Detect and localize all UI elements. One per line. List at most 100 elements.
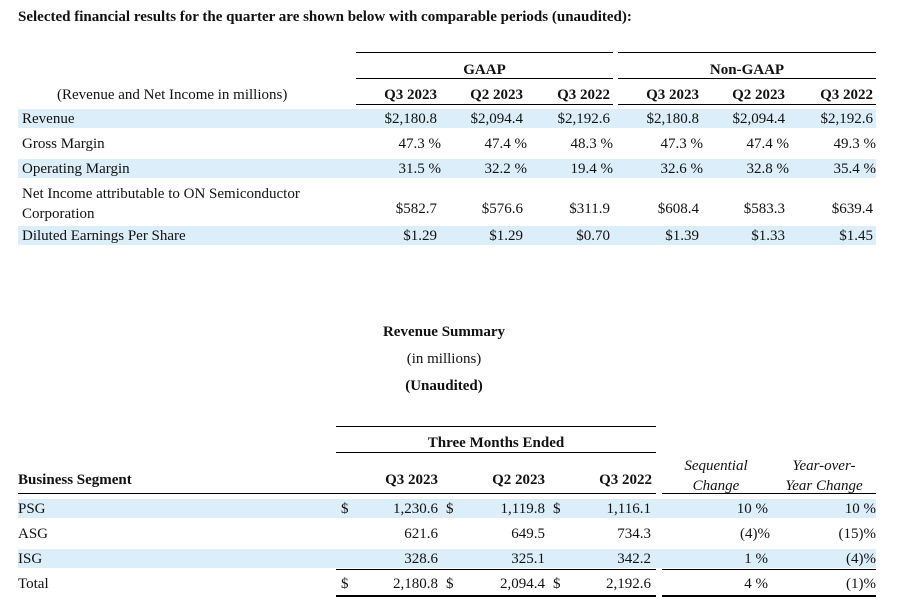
sequential-header: Sequential [684,458,748,474]
row-label-eps: Diluted Earnings Per Share [22,228,186,244]
table-cell: 32.2 % [484,161,528,177]
table-cell: 49.3 % [833,136,877,152]
currency-symbol: $ [446,576,454,592]
table-cell: 32.8 % [746,161,790,177]
row-label-operating-margin: Operating Margin [22,161,130,177]
table-cell: $576.6 [481,201,523,217]
gaap-mid-rule [356,78,613,79]
table-cell: $583.3 [743,201,785,217]
yoy-cell: (4)% [846,551,876,567]
group-header-nongaap: Non-GAAP [709,62,785,78]
table-cell: $1.45 [839,228,873,244]
gaap-top-rule [356,52,613,53]
table-cell: 48.3 % [570,136,614,152]
period-top-rule [336,426,656,427]
table-cell: $639.4 [831,201,873,217]
table-cell: 1,116.1 [606,501,651,517]
total-rule [336,569,656,570]
total-change-double-rule [662,595,876,597]
row-band-psg [18,499,876,518]
col-header: Q3 2022 [557,87,610,103]
period-header-rule [336,493,656,494]
table-cell: 47.3 % [660,136,704,152]
table-cell: $2,094.4 [470,111,524,127]
sequential-cell: 10 % [736,501,768,517]
table-cell: 35.4 % [833,161,877,177]
nongaap-top-rule [618,52,876,53]
table-cell: 621.6 [404,526,438,542]
table-cell: 649.5 [511,526,545,542]
group-header-gaap: GAAP [463,62,506,78]
total-double-rule [336,595,656,597]
sequential-cell: (4)% [740,526,770,542]
table-cell: $1.29 [489,228,523,244]
row-band-operating-margin [18,159,876,178]
row-label-net-income-cont: Corporation [22,206,95,222]
table-cell: $2,094.4 [732,111,786,127]
table-cell: $608.4 [657,201,699,217]
yoy-cell: (1)% [846,576,876,592]
sequential-cell: 4 % [744,576,768,592]
change-header-rule [662,493,876,494]
yoy-cell: 10 % [844,501,876,517]
revenue-summary-title: Revenue Summary [382,324,506,340]
table-cell: 342.2 [617,551,651,567]
yoy-header-cont: Year Change [785,478,863,494]
table-cell: 47.4 % [484,136,528,152]
table-cell: $1.39 [665,228,699,244]
col-header: Q3 2023 [384,87,437,103]
col-header: Q2 2023 [732,87,785,103]
table-cell: 1,230.6 [393,501,438,517]
table-cell: $2,180.8 [646,111,700,127]
segment-header: Business Segment [18,472,132,488]
currency-symbol: $ [446,501,454,517]
row-label-isg: ISG [18,551,43,567]
nongaap-mid-rule [618,78,876,79]
revenue-summary-note: (Unaudited) [405,378,483,394]
currency-symbol: $ [553,501,561,517]
units-label: (Revenue and Net Income in millions) [57,87,288,103]
col-header: Q2 2023 [470,87,523,103]
table-cell: $582.7 [395,201,437,217]
col-header: Q3 2023 [646,87,699,103]
segment-header-rule [18,493,336,494]
currency-symbol: $ [553,576,561,592]
table-cell: 328.6 [404,551,438,567]
table-cell: 2,192.6 [606,576,651,592]
table-cell: 47.4 % [746,136,790,152]
row-band-revenue [18,109,876,128]
table-cell: $2,192.6 [820,111,874,127]
yoy-cell: (15)% [838,526,877,542]
sequential-cell: 1 % [744,551,768,567]
col-header: Q3 2022 [599,472,652,488]
table-cell: 734.3 [617,526,651,542]
row-label-revenue: Revenue [22,111,75,127]
nongaap-header-rule [618,104,876,105]
row-label-gross-margin: Gross Margin [22,136,105,152]
table-cell: 1,119.8 [500,501,545,517]
table-cell: $1.33 [751,228,785,244]
col-header: Q2 2023 [492,472,545,488]
total-change-rule [662,569,876,570]
table-cell: $2,192.6 [557,111,611,127]
table-cell: $311.9 [569,201,610,217]
table-cell: 32.6 % [660,161,704,177]
yoy-header: Year-over- [792,458,856,474]
col-header: Q3 2022 [820,87,873,103]
currency-symbol: $ [341,576,349,592]
table-cell: $1.29 [403,228,437,244]
row-band-isg [18,549,876,568]
row-label-psg: PSG [18,501,46,517]
table-cell: $0.70 [576,228,610,244]
row-label-asg: ASG [18,526,49,542]
row-label-total: Total [18,576,49,592]
gaap-header-rule [356,104,613,105]
period-mid-rule [336,452,656,453]
row-label-net-income: Net Income attributable to ON Semiconduc… [22,186,300,202]
table-cell: 31.5 % [398,161,442,177]
table-cell: 47.3 % [398,136,442,152]
revenue-summary-subtitle: (in millions) [406,351,482,367]
table-cell: 2,094.4 [500,576,545,592]
table-cell: 325.1 [511,551,545,567]
row-band-eps [18,226,876,245]
